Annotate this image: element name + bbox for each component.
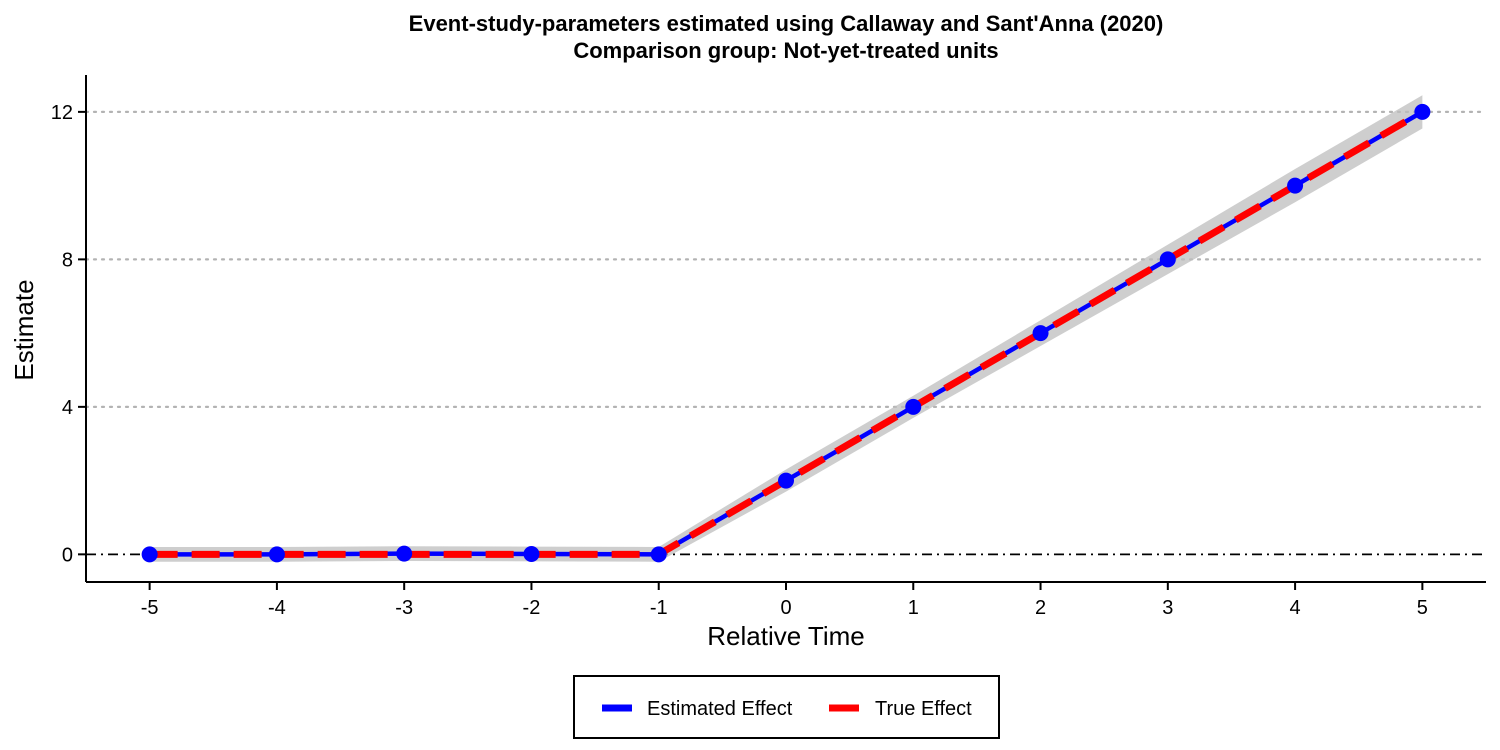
legend-box — [573, 675, 1000, 739]
x-tick-label-8: 3 — [1162, 597, 1173, 619]
point-estimated-effect--3 — [396, 545, 413, 562]
x-tick-label-4: -1 — [650, 597, 668, 619]
point-estimated-effect-2 — [1032, 325, 1049, 342]
legend-label-true-effect: True Effect — [875, 698, 972, 720]
x-tick-label-9: 4 — [1290, 597, 1301, 619]
grid-lines — [84, 110, 1488, 408]
y-axis-title: Estimate — [9, 279, 39, 380]
point-estimated-effect--2 — [523, 545, 540, 562]
x-tick-label-2: -3 — [395, 597, 413, 619]
chart-subtitle: Comparison group: Not-yet-treated units — [573, 38, 998, 63]
point-estimated-effect-4 — [1287, 177, 1304, 194]
point-estimated-effect--4 — [268, 546, 285, 563]
y-tick-label-1: 4 — [62, 397, 73, 419]
x-tick-label-6: 1 — [908, 597, 919, 619]
x-axis-title: Relative Time — [707, 621, 865, 651]
y-tick-label-3: 12 — [51, 102, 73, 124]
x-tick-label-1: -4 — [268, 597, 286, 619]
confidence-band — [149, 95, 1423, 562]
point-estimated-effect-1 — [905, 398, 922, 415]
series-points — [141, 103, 1431, 563]
point-estimated-effect-0 — [778, 472, 794, 489]
axes — [78, 75, 1486, 590]
x-tick-label-3: -2 — [523, 597, 541, 619]
point-estimated-effect--5 — [141, 546, 158, 563]
point-estimated-effect-5 — [1414, 103, 1431, 120]
legend-label-estimated-effect: Estimated Effect — [647, 698, 793, 720]
y-tick-label-2: 8 — [62, 249, 73, 271]
x-tick-label-7: 2 — [1035, 597, 1046, 619]
chart-title: Event-study-parameters estimated using C… — [409, 11, 1164, 36]
y-tick-label-0: 0 — [62, 544, 73, 566]
x-tick-label-0: -5 — [141, 597, 159, 619]
point-estimated-effect--1 — [650, 546, 667, 563]
x-tick-label-5: 0 — [780, 597, 791, 619]
confidence-band-area — [149, 95, 1423, 562]
point-estimated-effect-3 — [1159, 251, 1176, 268]
legend: Estimated Effect True Effect — [573, 675, 1000, 739]
x-tick-label-10: 5 — [1417, 597, 1428, 619]
